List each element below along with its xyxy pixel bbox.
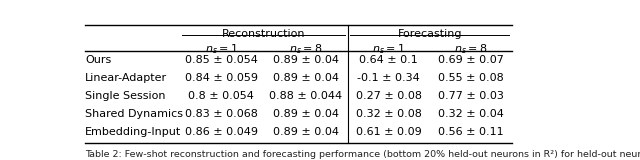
Text: 0.8 ± 0.054: 0.8 ± 0.054 (188, 91, 254, 101)
Text: $n_s = 1$: $n_s = 1$ (372, 42, 405, 56)
Text: Embedding-Input: Embedding-Input (85, 127, 181, 137)
Text: 0.64 ± 0.1: 0.64 ± 0.1 (360, 55, 418, 65)
Text: 0.77 ± 0.03: 0.77 ± 0.03 (438, 91, 504, 101)
Text: Linear-Adapter: Linear-Adapter (85, 73, 167, 83)
Text: 0.69 ± 0.07: 0.69 ± 0.07 (438, 55, 504, 65)
Text: Table 2: Few-shot reconstruction and forecasting performance (bottom 20% held-ou: Table 2: Few-shot reconstruction and for… (85, 150, 640, 159)
Text: 0.86 ± 0.049: 0.86 ± 0.049 (185, 127, 258, 137)
Text: 0.88 ± 0.044: 0.88 ± 0.044 (269, 91, 342, 101)
Text: $n_s = 8$: $n_s = 8$ (289, 42, 323, 56)
Text: Shared Dynamics: Shared Dynamics (85, 109, 183, 119)
Text: 0.89 ± 0.04: 0.89 ± 0.04 (273, 109, 339, 119)
Text: -0.1 ± 0.34: -0.1 ± 0.34 (357, 73, 420, 83)
Text: 0.32 ± 0.08: 0.32 ± 0.08 (356, 109, 422, 119)
Text: 0.61 ± 0.09: 0.61 ± 0.09 (356, 127, 422, 137)
Text: 0.27 ± 0.08: 0.27 ± 0.08 (356, 91, 422, 101)
Text: 0.89 ± 0.04: 0.89 ± 0.04 (273, 55, 339, 65)
Text: Reconstruction: Reconstruction (222, 29, 305, 39)
Text: Ours: Ours (85, 55, 111, 65)
Text: $n_s = 1$: $n_s = 1$ (205, 42, 238, 56)
Text: 0.85 ± 0.054: 0.85 ± 0.054 (185, 55, 258, 65)
Text: Single Session: Single Session (85, 91, 166, 101)
Text: 0.55 ± 0.08: 0.55 ± 0.08 (438, 73, 504, 83)
Text: 0.56 ± 0.11: 0.56 ± 0.11 (438, 127, 504, 137)
Text: 0.32 ± 0.04: 0.32 ± 0.04 (438, 109, 504, 119)
Text: 0.89 ± 0.04: 0.89 ± 0.04 (273, 73, 339, 83)
Text: 0.89 ± 0.04: 0.89 ± 0.04 (273, 127, 339, 137)
Text: 0.83 ± 0.068: 0.83 ± 0.068 (185, 109, 258, 119)
Text: 0.84 ± 0.059: 0.84 ± 0.059 (185, 73, 258, 83)
Text: Forecasting: Forecasting (397, 29, 462, 39)
Text: $n_s = 8$: $n_s = 8$ (454, 42, 487, 56)
